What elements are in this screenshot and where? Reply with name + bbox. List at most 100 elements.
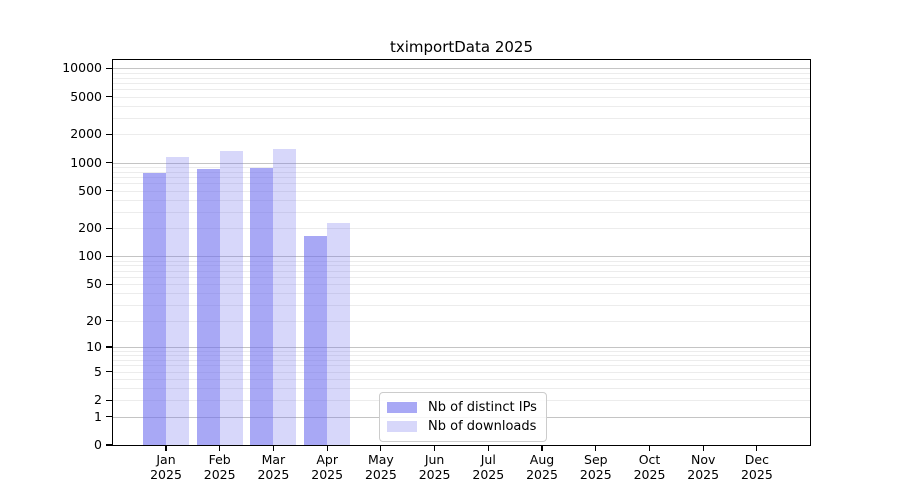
x-tick-mark bbox=[272, 446, 274, 451]
gridline-minor bbox=[113, 96, 810, 98]
x-tick-label: Jan 2025 bbox=[150, 452, 182, 482]
bar-downloads bbox=[219, 150, 243, 445]
y-tick-mark bbox=[106, 133, 112, 135]
bar-downloads bbox=[273, 148, 297, 445]
gridline-minor bbox=[113, 211, 810, 213]
chart-title: tximportData 2025 bbox=[389, 38, 534, 56]
y-tick-mark bbox=[106, 67, 112, 69]
x-tick-mark bbox=[756, 446, 758, 451]
y-tick-mark bbox=[106, 227, 112, 229]
legend-swatch-downloads bbox=[387, 421, 417, 432]
gridline-minor bbox=[113, 89, 810, 91]
gridline-minor bbox=[113, 379, 810, 381]
y-tick-label: 200 bbox=[78, 220, 102, 236]
y-tick-mark bbox=[106, 346, 112, 348]
gridline-minor bbox=[113, 171, 810, 173]
x-tick-mark bbox=[702, 446, 704, 451]
gridline-major bbox=[113, 162, 810, 164]
x-tick-label: Jul 2025 bbox=[472, 452, 505, 482]
y-tick-label: 10 bbox=[86, 339, 102, 354]
gridline-minor bbox=[113, 260, 810, 262]
y-tick-mark bbox=[106, 190, 112, 192]
bar-downloads bbox=[327, 223, 351, 445]
gridline-minor bbox=[113, 183, 810, 185]
gridline-minor bbox=[113, 355, 810, 357]
bar-distinct-ips bbox=[304, 235, 328, 445]
legend: Nb of distinct IPs Nb of downloads bbox=[379, 392, 547, 442]
y-tick-label: 50 bbox=[86, 276, 102, 292]
gridline-minor bbox=[113, 320, 810, 322]
y-tick-mark bbox=[106, 319, 112, 322]
y-tick-label: 100 bbox=[78, 248, 102, 264]
x-tick-label: May 2025 bbox=[364, 452, 397, 482]
y-tick-mark bbox=[106, 161, 112, 164]
gridline-minor bbox=[113, 360, 810, 361]
gridline-minor bbox=[113, 350, 810, 352]
gridline-major bbox=[113, 347, 810, 348]
legend-entry-downloads: Nb of downloads bbox=[387, 417, 538, 436]
legend-label-distinct-ips: Nb of distinct IPs bbox=[428, 400, 537, 415]
gridline-minor bbox=[113, 365, 810, 367]
bar-distinct-ips bbox=[196, 168, 220, 445]
gridline-minor bbox=[113, 77, 810, 79]
y-tick-label: 500 bbox=[78, 182, 102, 198]
gridline-minor bbox=[113, 265, 810, 267]
y-tick-label: 10000 bbox=[62, 60, 102, 76]
bar-distinct-ips bbox=[250, 167, 274, 445]
x-tick-label: Aug 2025 bbox=[526, 452, 558, 482]
gridline-minor bbox=[113, 293, 810, 295]
gridline-minor bbox=[113, 72, 810, 74]
x-tick-mark bbox=[487, 446, 489, 451]
y-tick-label: 1 bbox=[94, 408, 102, 424]
bar-distinct-ips bbox=[143, 172, 166, 445]
gridline-minor bbox=[113, 284, 810, 286]
gridline-minor bbox=[113, 166, 810, 168]
gridline-minor bbox=[113, 270, 810, 272]
y-tick-mark bbox=[106, 399, 112, 401]
x-tick-mark bbox=[326, 446, 328, 451]
x-tick-mark bbox=[165, 446, 167, 451]
gridline-minor bbox=[113, 177, 810, 179]
gridline-minor bbox=[113, 371, 810, 373]
x-tick-label: Mar 2025 bbox=[257, 452, 290, 482]
gridline-minor bbox=[113, 190, 810, 192]
y-tick-label: 2000 bbox=[70, 126, 102, 142]
legend-entry-distinct-ips: Nb of distinct IPs bbox=[387, 398, 538, 417]
gridline-minor bbox=[113, 199, 810, 201]
gridline-major bbox=[113, 256, 810, 258]
x-tick-label: Nov 2025 bbox=[687, 452, 720, 482]
x-tick-mark bbox=[541, 446, 543, 451]
gridline-minor bbox=[113, 228, 810, 230]
y-tick-label: 20 bbox=[86, 312, 102, 328]
x-tick-label: Dec 2025 bbox=[740, 452, 773, 482]
gridline-minor bbox=[113, 117, 810, 119]
y-tick-mark bbox=[106, 255, 112, 257]
bar-downloads bbox=[166, 156, 189, 445]
gridline-minor bbox=[113, 83, 810, 84]
gridline-minor bbox=[113, 134, 810, 136]
gridline-minor bbox=[113, 388, 810, 390]
x-tick-mark bbox=[434, 446, 436, 451]
x-tick-label: Feb 2025 bbox=[203, 452, 236, 482]
x-tick-label: Sep 2025 bbox=[579, 452, 612, 482]
y-tick-mark bbox=[106, 371, 112, 373]
gridline-minor bbox=[113, 304, 810, 306]
gridline-minor bbox=[113, 105, 810, 107]
y-tick-label: 5000 bbox=[70, 88, 102, 104]
y-tick-mark bbox=[106, 444, 112, 446]
y-tick-label: 5 bbox=[94, 363, 102, 379]
x-tick-label: Apr 2025 bbox=[311, 452, 344, 482]
x-tick-mark bbox=[219, 446, 221, 451]
y-tick-label: 0 bbox=[94, 437, 102, 452]
gridline-major bbox=[113, 68, 810, 70]
x-tick-mark bbox=[380, 446, 382, 451]
y-tick-mark bbox=[106, 96, 112, 98]
x-tick-mark bbox=[595, 446, 597, 451]
legend-swatch-distinct-ips bbox=[387, 402, 417, 413]
plot-area bbox=[112, 59, 811, 446]
x-tick-mark bbox=[648, 446, 651, 451]
gridline-minor bbox=[113, 276, 810, 278]
legend-label-downloads: Nb of downloads bbox=[428, 419, 537, 434]
y-tick-mark bbox=[106, 416, 112, 418]
